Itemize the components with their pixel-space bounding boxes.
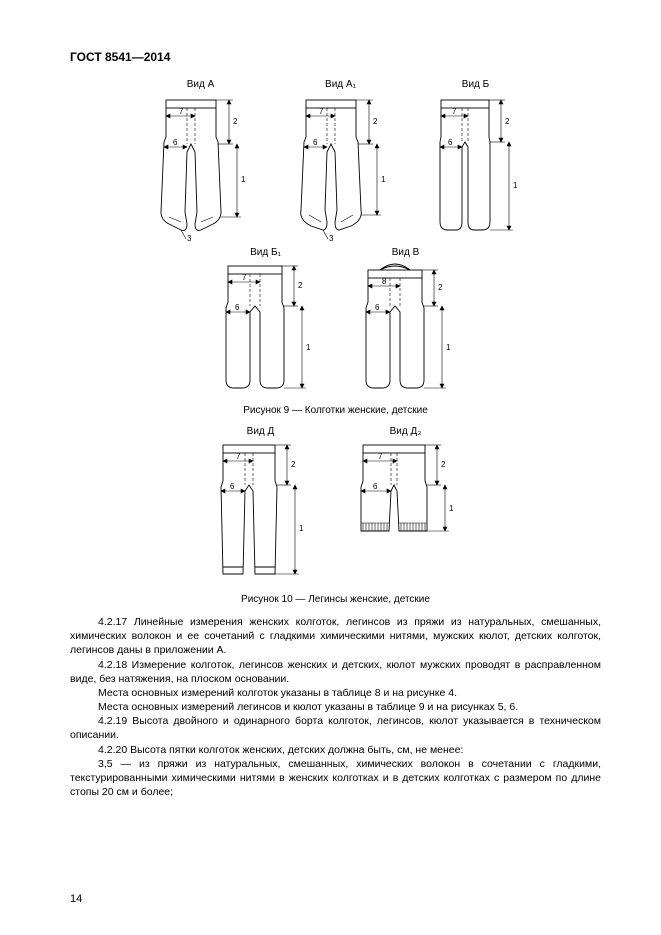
figure-view-a1: Вид А₁ — [281, 79, 401, 242]
dim-6-label: 6 — [448, 138, 453, 147]
figure-view-d3: Вид Д₃ — [341, 426, 471, 589]
tights-b1-svg: 7 6 2 1 — [206, 260, 326, 400]
figure-10-caption: Рисунок 10 — Легинсы женские, детские — [70, 594, 601, 605]
leggings-d3-svg: 7 6 2 1 — [341, 439, 471, 549]
paragraph-3-5: 3,5 — из пряжи из натуральных, смешанных… — [70, 757, 601, 800]
paragraph-4-2-19: 4.2.19 Высота двойного и одинарного борт… — [70, 714, 601, 742]
dim-6-label: 6 — [373, 482, 378, 491]
figure-9-row-2: Вид Б₁ 7 6 2 — [70, 247, 601, 400]
dim-7-label: 7 — [242, 273, 247, 282]
figure-view-v: Вид В — [346, 247, 466, 400]
view-label: Вид Б — [462, 79, 489, 90]
dim-2-label: 2 — [441, 460, 446, 469]
view-label: Вид Д — [247, 426, 275, 437]
dim-2-label: 2 — [233, 117, 238, 126]
figure-9-row-1: Вид А — [70, 79, 601, 242]
dim-1-label: 1 — [449, 504, 454, 513]
dim-7-label: 7 — [319, 107, 324, 116]
leggings-d-svg: 7 6 2 1 — [201, 439, 321, 589]
dim-1-label: 1 — [513, 181, 518, 190]
figure-view-d: Вид Д — [201, 426, 321, 589]
dim-3-label: 3 — [329, 234, 334, 242]
figure-10-row: Вид Д — [70, 426, 601, 589]
paragraph-4-2-17: 4.2.17 Линейные измерения женских колгот… — [70, 615, 601, 658]
dim-2-label: 2 — [438, 283, 443, 292]
dim-1-label: 1 — [241, 175, 246, 184]
paragraph-4-2-20: 4.2.20 Высота пятки колготок женских, де… — [70, 743, 601, 757]
dim-8-label: 8 — [382, 277, 387, 286]
dim-6-label: 6 — [313, 138, 318, 147]
page-number: 14 — [70, 893, 82, 905]
dim-7-label: 7 — [378, 452, 383, 461]
dim-2-label: 2 — [291, 460, 296, 469]
dim-7-label: 7 — [179, 107, 184, 116]
figure-view-b1: Вид Б₁ 7 6 2 — [206, 247, 326, 400]
tights-a-svg: 7 6 2 — [141, 92, 261, 242]
dim-7-label: 7 — [452, 107, 457, 116]
view-label: Вид А₁ — [325, 79, 356, 90]
view-label: Вид Д₃ — [390, 426, 422, 437]
dim-6-label: 6 — [375, 303, 380, 312]
figure-view-b: Вид Б 7 6 2 — [421, 79, 531, 242]
body-text-block: 4.2.17 Линейные измерения женских колгот… — [70, 615, 601, 799]
dim-6-label: 6 — [230, 482, 235, 491]
tights-a1-svg: 7 6 2 1 3 — [281, 92, 401, 242]
view-label: Вид В — [392, 247, 420, 258]
paragraph-places-tights: Места основных измерений колготок указан… — [70, 686, 601, 700]
figure-9-block: Вид А — [70, 79, 601, 605]
dim-1-label: 1 — [381, 175, 386, 184]
dim-2-label: 2 — [298, 281, 303, 290]
dim-3-label: 3 — [187, 234, 192, 242]
dim-2-label: 2 — [505, 117, 510, 126]
dim-2-label: 2 — [373, 117, 378, 126]
document-page: ГОСТ 8541—2014 Вид А — [0, 0, 661, 935]
dim-6-label: 6 — [235, 303, 240, 312]
dim-1-label: 1 — [446, 343, 451, 352]
view-label: Вид Б₁ — [250, 247, 281, 258]
standard-header: ГОСТ 8541—2014 — [70, 50, 601, 64]
dim-1-label: 1 — [299, 524, 304, 533]
dim-1-label: 1 — [306, 343, 311, 352]
paragraph-places-leggings: Места основных измерений легинсов и кюло… — [70, 700, 601, 714]
figure-9-caption: Рисунок 9 — Колготки женские, детские — [70, 405, 601, 416]
dim-7-label: 7 — [236, 452, 241, 461]
tights-v-svg: 8 6 2 1 — [346, 260, 466, 400]
tights-b-svg: 7 6 2 1 — [421, 92, 531, 242]
dim-6-label: 6 — [173, 138, 178, 147]
figure-view-a: Вид А — [141, 79, 261, 242]
view-label: Вид А — [187, 79, 215, 90]
paragraph-4-2-18: 4.2.18 Измерение колготок, легинсов женс… — [70, 658, 601, 686]
